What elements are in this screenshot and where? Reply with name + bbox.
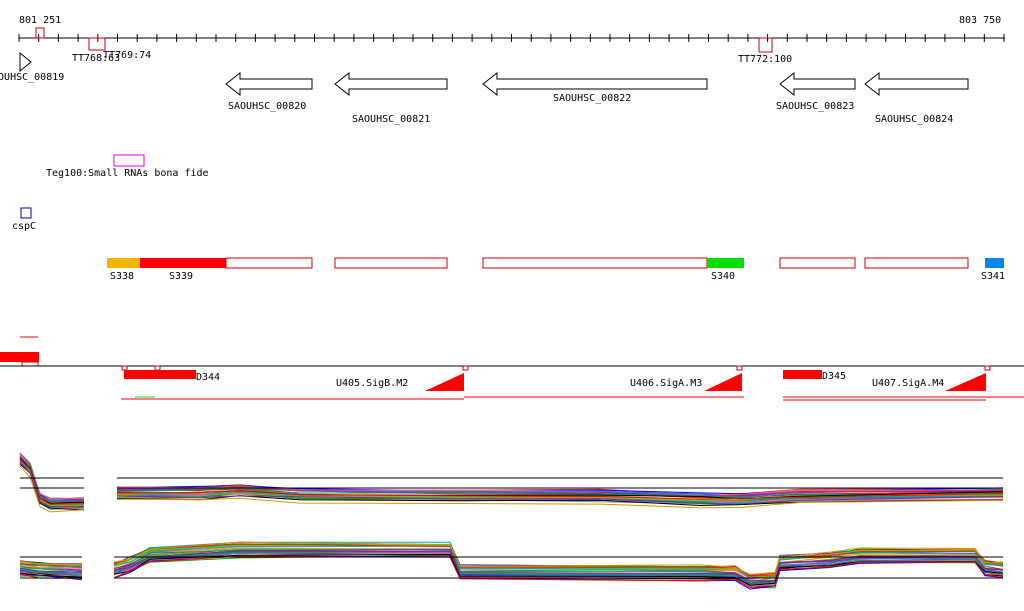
segment-S338[interactable] (107, 258, 140, 268)
segment-label: S339 (169, 271, 193, 282)
expression-profile-line (113, 555, 1004, 589)
expression-profile-line (116, 495, 1004, 505)
expression-profile-line (19, 465, 85, 513)
expression-profile-line (19, 572, 83, 578)
expression-profile-line (19, 563, 83, 568)
expression-profile-line (116, 491, 1004, 504)
tu-tick (154, 365, 161, 371)
ruler-ticks (18, 34, 1005, 42)
expression-panel-lower (19, 541, 1004, 590)
segment-outline[interactable] (779, 257, 856, 269)
expression-profile-line (116, 487, 1004, 498)
gene-label: SAOUHSC_00823 (776, 101, 854, 112)
gene-arrow-SAOUHSC_00821[interactable] (334, 71, 448, 97)
expression-profile-lines (19, 541, 1004, 590)
gene-label: SAOUHSC_00822 (553, 93, 631, 104)
expression-profile-line (113, 551, 1004, 585)
segment-outline[interactable] (864, 257, 969, 269)
expression-profile-line (19, 459, 85, 505)
terminator-label: TT772:100 (738, 54, 792, 65)
coordinate-ruler: 801 251 803 750 (18, 15, 1005, 42)
tu-ramp (425, 373, 464, 391)
expression-profile-line (19, 564, 83, 569)
expression-profile-line (113, 543, 1004, 577)
expression-profile-line (19, 560, 83, 565)
segment-outline[interactable] (482, 257, 708, 269)
expression-panel-upper (19, 452, 1004, 513)
tu-ramp (704, 373, 742, 391)
segment-outline[interactable] (334, 257, 448, 269)
tu-ramp (945, 373, 986, 391)
terminator-label: TT768:63 (72, 53, 120, 64)
srna-label: Teg100:Small RNAs bona fide (46, 168, 209, 179)
gene-label: SAOUHSC_00821 (352, 114, 430, 125)
segment-label: S341 (981, 271, 1005, 282)
gene-label: SAOUHSC_00824 (875, 114, 953, 125)
expression-profile-lines (19, 452, 1004, 513)
gene-arrow-SAOUHSC_00819[interactable] (19, 51, 32, 73)
expression-profile-line (19, 453, 85, 500)
tu-label: U406.SigA.M3 (630, 378, 702, 389)
gene-track: SAOUHSC_00819 SAOUHSC_00820 SAOUHSC_0082… (0, 51, 969, 125)
tu-label: D344 (196, 372, 220, 383)
expression-profile-line (113, 541, 1004, 575)
tu-tick (462, 365, 469, 371)
terminator-label: TT769:74 (103, 50, 151, 61)
tu-tick (736, 365, 743, 371)
transcription-unit-track: D344 U405.SigB.M2 U406.SigA.M3 D345 U407… (0, 336, 1024, 401)
tu-block[interactable] (0, 352, 39, 362)
start-coordinate: 801 251 (19, 15, 61, 26)
tu-label: D345 (822, 371, 846, 382)
cspc-box[interactable] (20, 207, 32, 219)
tu-label: U405.SigB.M2 (336, 378, 408, 389)
tu-D345[interactable] (783, 370, 822, 379)
cspc-label: cspC (12, 221, 36, 232)
segment-S341[interactable] (985, 258, 1004, 268)
expression-profile-line (19, 569, 83, 577)
segment-track: S338 S339 S340 S341 (107, 257, 1005, 282)
srna-track: Teg100:Small RNAs bona fide (46, 154, 209, 179)
tu-tick (121, 365, 128, 371)
segment-S340[interactable] (707, 258, 744, 268)
tu-label: U407.SigA.M4 (872, 378, 944, 389)
gene-arrow-SAOUHSC_00820[interactable] (225, 71, 313, 97)
gene-label: SAOUHSC_00819 (0, 72, 64, 83)
terminator-marker[interactable] (88, 37, 106, 51)
expression-profile-line (19, 461, 85, 508)
tu-tick (984, 365, 991, 371)
expression-profile-line (19, 567, 83, 573)
segment-outline[interactable] (225, 257, 313, 269)
tu-tick (21, 361, 39, 367)
segment-label: S340 (711, 271, 735, 282)
expression-profile-line (19, 452, 85, 500)
tu-D344[interactable] (124, 370, 196, 379)
expression-profile-line (19, 566, 83, 572)
expression-profile-line (116, 489, 1004, 500)
expression-profile-line (19, 458, 85, 503)
terminator-track: TT768:63 TT769:74 TT772:100 (35, 27, 792, 65)
cspc-track: cspC (12, 207, 36, 232)
expression-profile-line (116, 495, 1004, 507)
segment-S339[interactable] (140, 258, 226, 268)
expression-profile-line (116, 497, 1004, 509)
srna-box[interactable] (113, 154, 145, 167)
terminator-marker[interactable] (35, 27, 45, 39)
gene-label: SAOUHSC_00820 (228, 101, 306, 112)
segment-label: S338 (110, 271, 134, 282)
gene-arrow-SAOUHSC_00823[interactable] (779, 71, 856, 97)
end-coordinate: 803 750 (959, 15, 1001, 26)
terminator-marker[interactable] (758, 37, 773, 53)
gene-arrow-SAOUHSC_00824[interactable] (864, 71, 969, 97)
gene-arrow-SAOUHSC_00822[interactable] (482, 71, 708, 97)
